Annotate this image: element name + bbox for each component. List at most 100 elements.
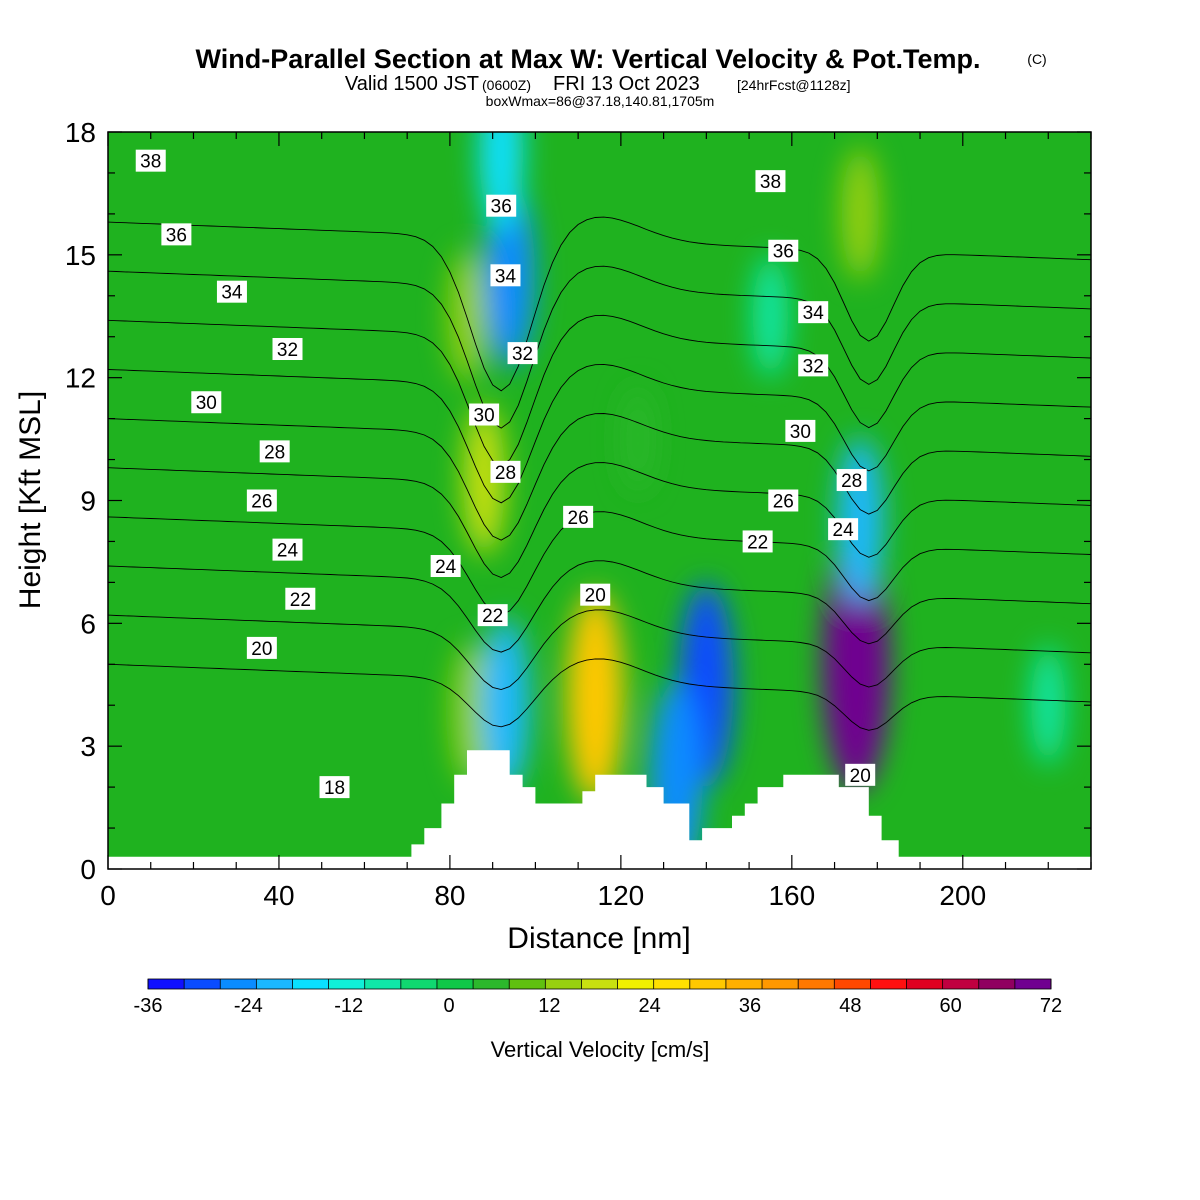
colorbar-swatch [400, 979, 438, 989]
valid-time-line: Valid 1500 JST (0600Z) FRI 13 Oct 2023 [… [345, 73, 851, 95]
colorbar-swatch [509, 979, 546, 989]
theta-label-text: 36 [773, 242, 794, 263]
theta-label: 34 [490, 264, 521, 287]
colorbar-swatch [834, 979, 871, 989]
theta-label: 20 [580, 583, 611, 607]
theta-label-text: 36 [491, 197, 512, 218]
velocity-updraft [463, 404, 505, 556]
theta-label: 34 [216, 280, 247, 304]
y-axis-label: Height [Kft MSL] [14, 391, 47, 609]
y-tick-label: 6 [80, 608, 96, 639]
y-tick-label: 15 [65, 240, 96, 271]
theta-contour-24 [108, 560, 1091, 653]
theta-label-text: 30 [196, 393, 217, 414]
vertical-velocity-field [448, 132, 1066, 869]
velocity-updraft [841, 147, 879, 281]
theta-contour-26 [108, 511, 1091, 616]
theta-label-text: 20 [251, 639, 272, 660]
x-tick-label: 80 [434, 880, 465, 911]
theta-label-text: 24 [277, 541, 299, 562]
theta-label: 38 [135, 149, 166, 173]
theta-label-text: 38 [140, 152, 161, 173]
theta-label: 34 [798, 301, 829, 324]
theta-label: 36 [768, 239, 799, 263]
y-tick-label: 12 [65, 363, 96, 394]
theta-label-text: 24 [833, 520, 855, 541]
plot-area: 38 36 34 32 30 28 26 24 22 20 18 36 34 32 30 28 24 22 26 20… [108, 132, 1091, 869]
colorbar-swatch [436, 979, 474, 989]
theta-label-text: 24 [435, 557, 457, 578]
valid-prefix: Valid 1500 JST [345, 73, 479, 95]
velocity-updraft [566, 591, 624, 804]
colorbar-swatch [942, 979, 980, 989]
velocity-updraft [622, 385, 654, 493]
theta-label-text: 32 [803, 356, 824, 377]
theta-label-text: 34 [495, 266, 517, 287]
colorbar-swatch [328, 979, 366, 989]
theta-label-text: 26 [568, 508, 589, 529]
theta-label: 26 [563, 505, 594, 529]
theta-label: 26 [768, 489, 799, 513]
theta-label: 30 [191, 391, 222, 414]
theta-label: 26 [246, 489, 277, 513]
theta-label-text: 32 [277, 340, 298, 361]
colorbar-swatch [1014, 979, 1052, 989]
theta-label: 30 [785, 419, 816, 443]
theta-label-text: 22 [290, 590, 311, 611]
colorbar-swatch [220, 979, 257, 989]
colorbar-tick-label: -24 [234, 995, 263, 1017]
theta-label: 20 [246, 636, 277, 660]
theta-label: 28 [259, 440, 290, 463]
theta-contour-36 [108, 265, 1091, 429]
x-tick-labels: 0 40 80 120 160 200 [100, 880, 986, 911]
theta-label: 30 [469, 403, 500, 427]
theta-label: 32 [272, 338, 303, 361]
valid-date: FRI 13 Oct 2023 [553, 73, 700, 95]
colorbar-title: Vertical Velocity [cm/s] [491, 1037, 710, 1062]
theta-label: 36 [161, 223, 192, 246]
theta-label: 24 [828, 518, 859, 541]
theta-label-text: 28 [495, 463, 516, 484]
theta-label-text: 28 [841, 471, 862, 492]
velocity-downdraft [1031, 645, 1066, 766]
y-tick-labels: 0 3 6 9 12 15 18 [65, 117, 96, 885]
theta-label-text: 30 [474, 406, 495, 427]
colorbar-swatch [292, 979, 330, 989]
valid-utc: (0600Z) [482, 77, 531, 93]
theta-contour-32 [108, 363, 1091, 504]
theta-contour-labels: 38 36 34 32 30 28 26 24 22 20 18 36 34 32 30 28 24 22 26 20… [135, 149, 876, 799]
colorbar-swatch [184, 979, 221, 989]
theta-label: 32 [507, 342, 538, 365]
theta-label-text: 36 [166, 225, 187, 246]
box-max-info: boxWmax=86@37.18,140.81,1705m [486, 93, 715, 109]
colorbar-swatch [545, 979, 582, 989]
theta-label: 28 [836, 469, 867, 492]
theta-label: 24 [272, 538, 303, 562]
colorbar-tick-label: -12 [334, 995, 363, 1017]
velocity-downdraft [481, 616, 530, 794]
theta-label-text: 26 [251, 492, 272, 513]
colorbar-swatch [725, 979, 763, 989]
theta-label-text: 20 [850, 766, 871, 787]
theta-label: 22 [285, 587, 316, 611]
colorbar-swatch [617, 979, 655, 989]
theta-label-text: 38 [760, 172, 781, 193]
chart-title: Wind-Parallel Section at Max W: Vertical… [196, 44, 981, 74]
colorbar-swatch [762, 979, 799, 989]
colorbar-tick-label: 12 [538, 995, 560, 1017]
theta-contours [108, 216, 1091, 731]
colorbar-swatch [256, 979, 293, 989]
x-tick-label: 200 [939, 880, 986, 911]
colorbar-swatch [364, 979, 402, 989]
theta-label: 22 [477, 604, 508, 627]
theta-label: 18 [319, 776, 350, 799]
colorbar-tick-labels: -36 -24 -12 0 12 24 36 48 60 72 [134, 995, 1063, 1017]
colorbar-swatch [148, 979, 185, 989]
theta-contour-22 [108, 609, 1091, 690]
x-tick-label: 40 [263, 880, 294, 911]
terrain-mask [108, 750, 1091, 869]
theta-label-text: 32 [512, 344, 533, 365]
theta-contour-20 [108, 658, 1091, 731]
colorbar-tick-label: 72 [1040, 995, 1062, 1017]
